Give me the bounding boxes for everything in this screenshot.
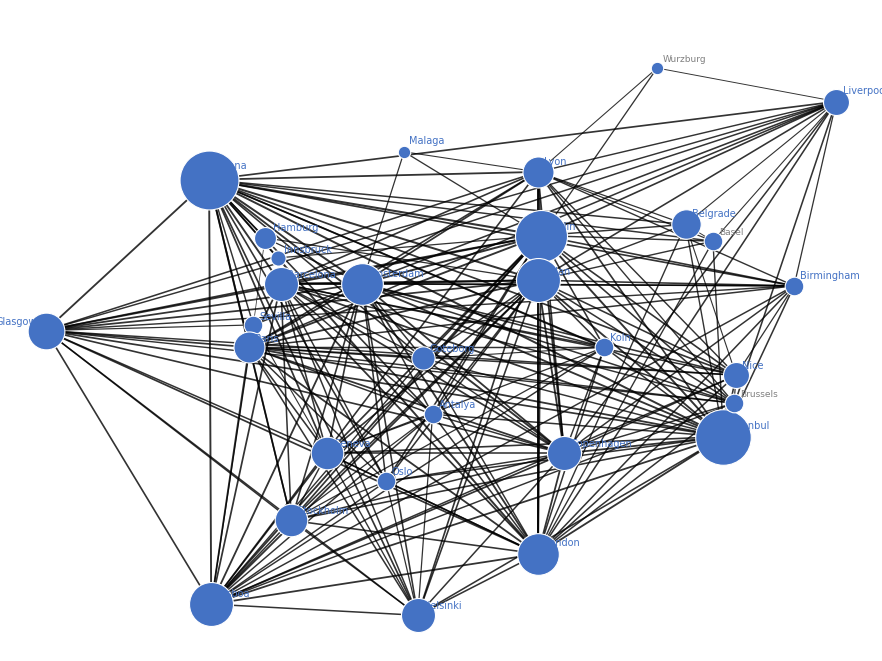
Text: Nice: Nice (743, 361, 764, 371)
Text: Antalya: Antalya (439, 400, 476, 410)
Point (397, 147, 411, 157)
Text: London: London (544, 538, 580, 548)
Text: Amsterdam: Amsterdam (369, 269, 425, 279)
Text: Barcelona: Barcelona (288, 270, 336, 280)
Point (787, 280, 801, 291)
Text: Hamburg: Hamburg (273, 223, 318, 233)
Point (829, 97, 843, 107)
Text: Glasgow: Glasgow (0, 317, 37, 327)
Point (650, 63, 664, 73)
Point (531, 167, 545, 177)
Text: Basel: Basel (720, 227, 744, 237)
Point (534, 230, 549, 241)
Text: Malaga: Malaga (409, 136, 445, 146)
Text: Goteborg: Goteborg (430, 344, 475, 354)
Text: Lyon: Lyon (544, 157, 567, 167)
Point (531, 275, 545, 286)
Text: Stockholm: Stockholm (297, 506, 349, 516)
Point (379, 476, 393, 486)
Point (242, 342, 256, 352)
Point (411, 610, 425, 621)
Point (425, 409, 439, 420)
Point (531, 549, 545, 559)
Point (284, 515, 298, 525)
Point (706, 236, 720, 247)
Text: Vienna: Vienna (214, 161, 248, 171)
Point (678, 219, 692, 229)
Text: Innsbruck: Innsbruck (284, 245, 332, 254)
Point (320, 448, 334, 459)
Point (416, 353, 430, 364)
Text: Berlin: Berlin (548, 222, 576, 232)
Point (246, 320, 260, 330)
Text: Oslo: Oslo (392, 467, 413, 477)
Text: Helsinki: Helsinki (423, 601, 461, 611)
Text: Sevilla: Sevilla (259, 311, 292, 321)
Text: Istanbul: Istanbul (729, 421, 769, 431)
Point (716, 432, 730, 442)
Text: Geneva: Geneva (333, 439, 371, 449)
Point (258, 233, 272, 243)
Text: Wurzburg: Wurzburg (662, 55, 706, 63)
Text: Paris: Paris (256, 334, 279, 344)
Point (597, 342, 611, 352)
Point (729, 370, 744, 381)
Text: Milan: Milan (544, 267, 571, 277)
Text: Liverpool: Liverpool (842, 86, 882, 96)
Text: Lisboa: Lisboa (218, 588, 249, 599)
Text: Belgrade: Belgrade (691, 209, 736, 219)
Text: Birmingham: Birmingham (801, 272, 860, 282)
Point (271, 253, 285, 263)
Point (202, 175, 216, 185)
Text: Brussels: Brussels (740, 389, 778, 399)
Point (273, 278, 288, 289)
Text: Copenhagen: Copenhagen (571, 439, 632, 449)
Text: Koln: Koln (609, 332, 631, 343)
Point (727, 398, 741, 408)
Point (355, 278, 369, 289)
Point (39, 325, 53, 336)
Point (204, 599, 218, 609)
Point (557, 448, 572, 459)
